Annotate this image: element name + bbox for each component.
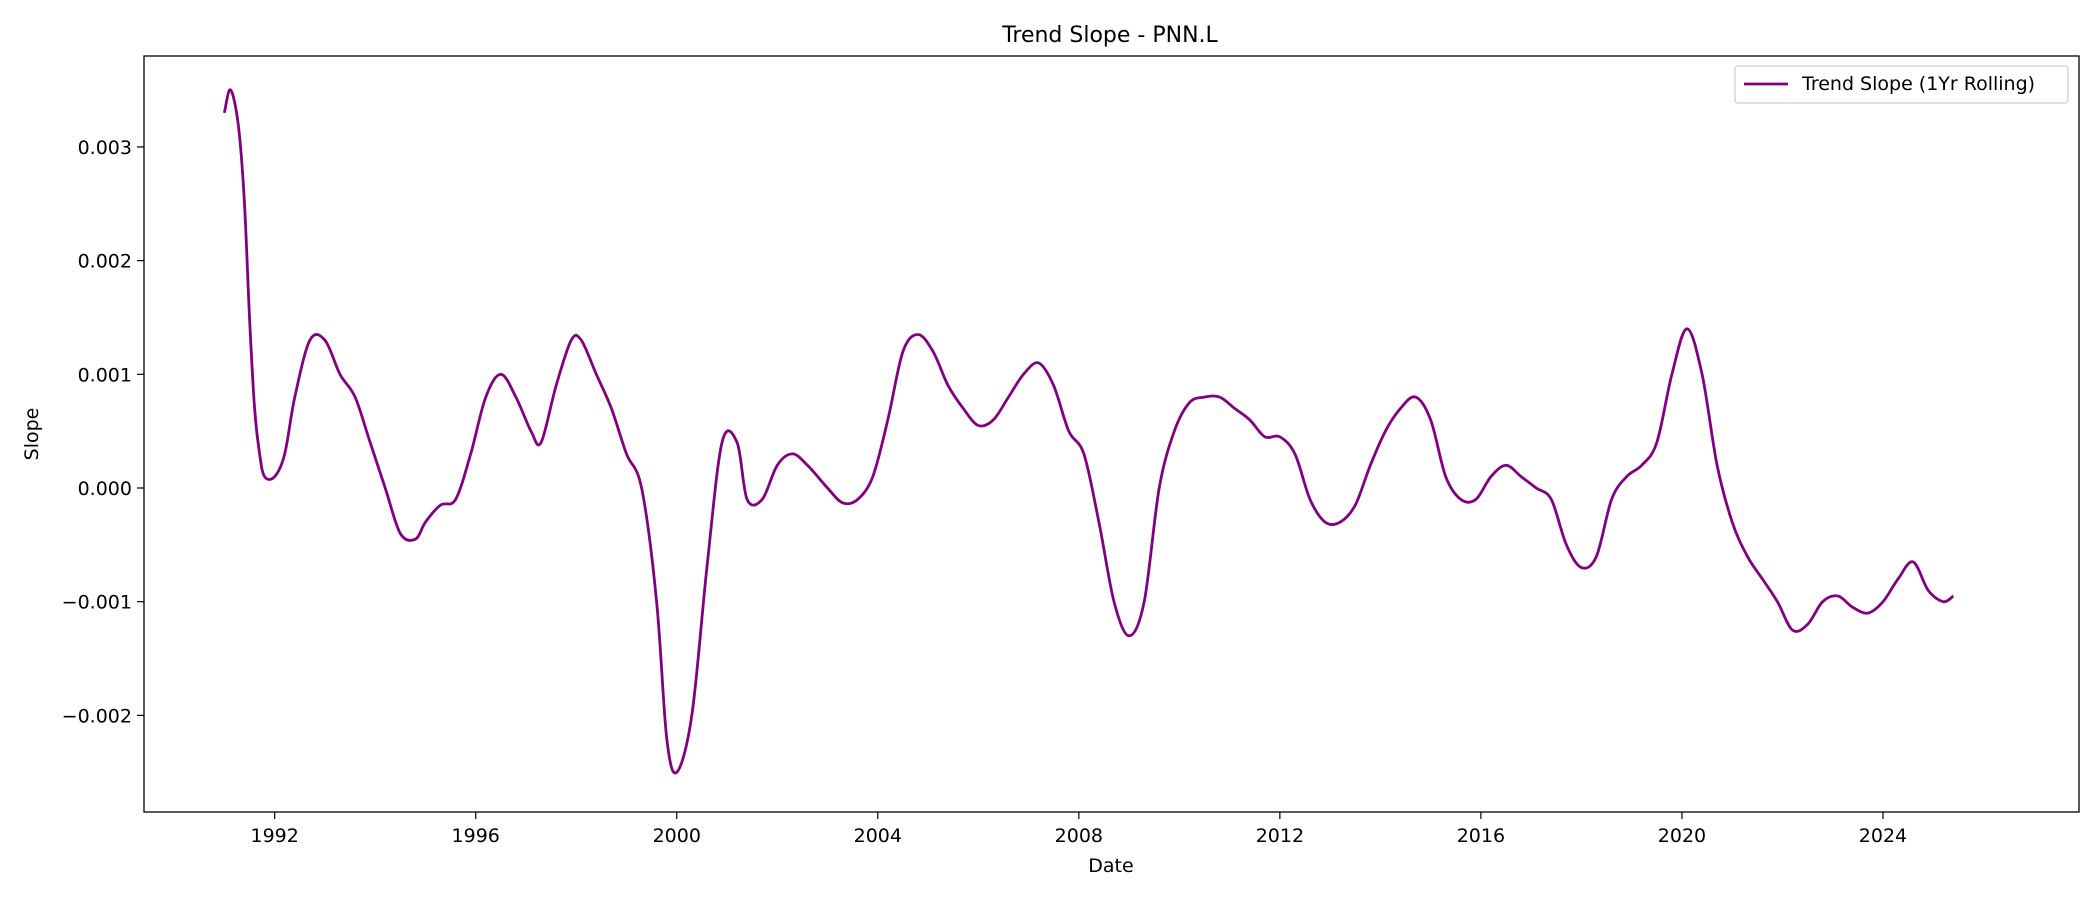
y-tick-label: −0.002: [62, 705, 132, 727]
legend-label: Trend Slope (1Yr Rolling): [1801, 73, 2035, 95]
x-tick-label: 1992: [250, 825, 298, 847]
x-tick-label: 2012: [1256, 825, 1304, 847]
y-tick-label: 0.001: [78, 364, 132, 386]
x-tick-label: 2020: [1658, 825, 1706, 847]
y-axis: 0.003 0.002 0.001 0.000 −0.001 −0.002: [62, 137, 144, 727]
y-tick-label: 0.003: [78, 137, 132, 159]
plot-frame: [143, 55, 2080, 813]
y-axis-label: Slope: [21, 408, 43, 461]
y-tick-label: −0.001: [62, 592, 132, 614]
x-tick-label: 1996: [452, 825, 500, 847]
x-axis: 1992 1996 2000 2004 2008 2012 2016 2020 2024: [250, 812, 1907, 847]
x-tick-label: 2024: [1859, 825, 1907, 847]
chart-title: Trend Slope - PNN.L: [1001, 23, 1218, 48]
x-tick-label: 2016: [1457, 825, 1505, 847]
legend: Trend Slope (1Yr Rolling): [1734, 65, 2069, 104]
y-tick-label: 0.002: [78, 251, 132, 273]
x-tick-label: 2000: [653, 825, 701, 847]
series-line-trend-slope: [223, 88, 1955, 775]
legend-frame: [1734, 65, 2069, 104]
x-tick-label: 2004: [854, 825, 902, 847]
x-tick-label: 2008: [1055, 825, 1103, 847]
x-axis-label: Date: [1088, 855, 1133, 877]
y-tick-label: 0.000: [78, 478, 132, 500]
